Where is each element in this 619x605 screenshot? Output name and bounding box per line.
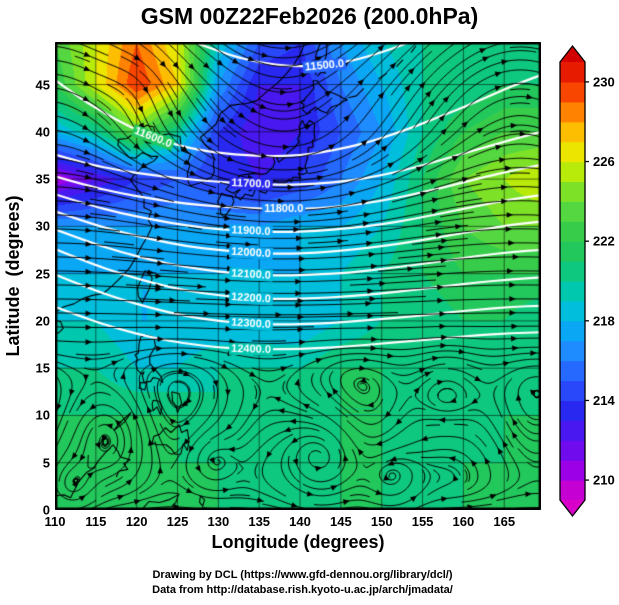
colorbar-band (560, 221, 585, 242)
y-tick-label: 5 (42, 455, 50, 471)
colorbar-band (560, 81, 585, 103)
colorbar-band (560, 161, 585, 183)
colorbar-band (560, 320, 585, 342)
chart-title: GSM 00Z22Feb2026 (200.0hPa) (140, 3, 479, 29)
y-tick-label: 25 (35, 266, 50, 282)
colorbar-arrow (560, 500, 585, 516)
x-tick-label: 130 (207, 514, 230, 529)
x-tick-label: 160 (452, 514, 475, 529)
colorbar-band (560, 201, 585, 222)
colorbar: 210 214 218 222 226 230 (559, 44, 615, 518)
colorbar-tick-label: 226 (593, 154, 615, 169)
y-tick-label: 20 (35, 313, 50, 329)
x-tick-label: 150 (370, 514, 393, 529)
y-tick-label: 40 (35, 124, 50, 140)
colorbar-band (560, 460, 585, 481)
y-tick-label: 30 (35, 218, 50, 234)
colorbar-band (560, 101, 585, 123)
colorbar-band (560, 360, 585, 382)
colorbar-band (560, 420, 585, 441)
colorbar-tick-label: 230 (593, 74, 615, 89)
colorbar-tick-label: 210 (593, 473, 615, 488)
x-tick-label: 155 (411, 514, 434, 529)
colorbar-band (560, 62, 585, 83)
x-tick-label: 165 (493, 514, 516, 529)
y-tick-label: 10 (35, 407, 50, 423)
colorbar-band (560, 400, 585, 421)
colorbar-band (560, 380, 585, 402)
y-tick-label: 15 (35, 360, 50, 376)
x-tick-label: 145 (330, 514, 352, 529)
x-tick-label: 125 (166, 514, 189, 529)
credit-line-1: Drawing by DCL (https://www.gfd-dennou.o… (152, 569, 453, 581)
colorbar-band (560, 121, 585, 143)
plot-canvas (55, 42, 541, 510)
colorbar-band (560, 480, 585, 501)
y-axis-label: Latitude (degrees) (3, 195, 23, 357)
y-tick-label: 35 (35, 171, 50, 187)
x-tick-label: 140 (289, 514, 311, 529)
colorbar-band (560, 141, 585, 163)
colorbar-tick-label: 218 (593, 313, 615, 328)
colorbar-tick-label: 222 (593, 234, 615, 249)
colorbar-tick-label: 214 (593, 393, 615, 408)
colorbar-band (560, 340, 585, 362)
colorbar-band (560, 440, 585, 461)
x-tick-label: 115 (85, 514, 107, 529)
colorbar-arrow (560, 46, 585, 62)
y-tick-label: 0 (42, 502, 50, 518)
x-tick-label: 120 (125, 514, 148, 529)
x-tick-label: 135 (248, 514, 271, 529)
colorbar-outline (559, 44, 586, 518)
x-tick-label: 110 (44, 514, 66, 529)
footer-credits: Drawing by DCL (https://www.gfd-dennou.o… (0, 568, 605, 598)
colorbar-band (560, 261, 585, 282)
colorbar-band (560, 281, 585, 302)
colorbar-band (560, 181, 585, 202)
colorbar-band (560, 241, 585, 262)
x-axis-label: Longitude (degrees) (211, 532, 385, 552)
colorbar-band (560, 300, 585, 322)
y-tick-label: 45 (35, 77, 50, 93)
credit-line-2: Data from http://database.rish.kyoto-u.a… (152, 584, 453, 596)
